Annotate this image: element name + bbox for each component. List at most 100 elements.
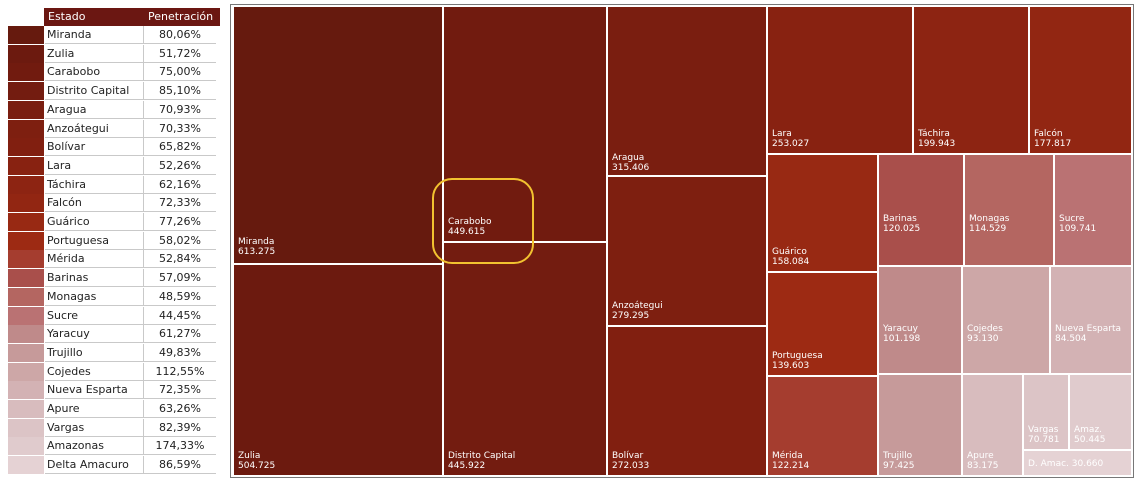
legend-row: Anzoátegui 70,33% <box>8 119 220 138</box>
treemap-tile: Miranda 613.275 <box>233 6 443 264</box>
tile-value: 50.445 <box>1074 435 1106 445</box>
legend-swatch <box>8 194 44 213</box>
treemap-tile: Portuguesa 139.603 <box>767 272 878 376</box>
treemap-tile: Lara 253.027 <box>767 6 913 154</box>
legend-row: Yaracuy 61,27% <box>8 325 220 344</box>
legend-penetration-value: 44,45% <box>144 307 216 325</box>
treemap-tile: Distrito Capital 445.922 <box>443 242 607 476</box>
tile-value: 84.504 <box>1055 334 1087 344</box>
legend-row: Portuguesa 58,02% <box>8 231 220 250</box>
legend-row: Cojedes 112,55% <box>8 362 220 381</box>
legend-penetration-value: 48,59% <box>144 288 216 306</box>
tile-label: Guárico <box>772 247 807 257</box>
legend-swatch <box>8 100 44 119</box>
legend-state-name: Miranda <box>45 26 144 44</box>
tile-label: D. Amac. 30.660 <box>1028 459 1104 469</box>
treemap-tile: Yaracuy 101.198 <box>878 266 962 374</box>
legend-state-name: Nueva Esparta <box>45 381 144 400</box>
legend-swatch <box>8 400 44 418</box>
legend-row: Barinas 57,09% <box>8 269 220 288</box>
legend-swatch <box>8 82 44 101</box>
tile-value: 199.943 <box>918 139 956 149</box>
legend-row: Sucre 44,45% <box>8 306 220 325</box>
legend-penetration-value: 75,00% <box>144 63 216 82</box>
legend-penetration-value: 58,02% <box>144 232 216 250</box>
legend-state-name: Sucre <box>45 306 144 325</box>
legend-row: Distrito Capital 85,10% <box>8 82 220 101</box>
legend-swatch <box>8 26 44 44</box>
legend-penetration-value: 72,33% <box>144 194 216 213</box>
legend-penetration-value: 49,83% <box>144 344 216 362</box>
legend-row: Guárico 77,26% <box>8 213 220 231</box>
legend-penetration-value: 70,33% <box>144 120 216 138</box>
treemap-tile: Anzoátegui 279.295 <box>607 176 767 326</box>
legend-swatch <box>8 343 44 362</box>
legend-penetration-value: 70,93% <box>144 101 216 119</box>
treemap-tile: Monagas 114.529 <box>964 154 1054 266</box>
treemap-tile: Vargas 70.781 <box>1023 374 1069 450</box>
tile-label: Trujillo <box>883 451 913 461</box>
tile-label: Portuguesa <box>772 351 823 361</box>
legend-swatch <box>8 269 44 288</box>
legend-state-name: Vargas <box>45 418 144 437</box>
legend-swatch <box>8 138 44 157</box>
legend-header-state: Estado <box>48 10 86 23</box>
legend-swatch <box>8 175 44 194</box>
tile-label: Apure <box>967 451 994 461</box>
legend-penetration-value: 57,09% <box>144 269 216 288</box>
legend-state-name: Portuguesa <box>45 231 144 250</box>
legend-swatch <box>8 231 44 250</box>
legend-swatch <box>8 362 44 381</box>
legend-penetration-value: 52,84% <box>144 250 216 269</box>
legend-header: Estado Penetración <box>8 8 220 26</box>
legend-row: Vargas 82,39% <box>8 418 220 437</box>
legend-penetration-value: 174,33% <box>144 437 216 456</box>
legend-penetration-value: 85,10% <box>144 82 216 101</box>
legend-state-name: Guárico <box>45 213 144 231</box>
legend-state-name: Trujillo <box>45 343 144 362</box>
legend-state-name: Bolívar <box>45 138 144 157</box>
treemap-tile: Apure 83.175 <box>962 374 1023 476</box>
treemap-tile: Cojedes 93.130 <box>962 266 1050 374</box>
legend-row: Monagas 48,59% <box>8 287 220 306</box>
legend-row: Miranda 80,06% <box>8 26 220 44</box>
tile-value: 613.275 <box>238 247 276 257</box>
legend-swatch <box>8 306 44 325</box>
legend-swatch <box>8 119 44 138</box>
legend-penetration-value: 62,16% <box>144 176 216 194</box>
legend-penetration-value: 112,55% <box>144 363 216 381</box>
tile-label: Aragua <box>612 153 645 163</box>
legend-swatch <box>8 325 44 344</box>
treemap-tile: Sucre 109.741 <box>1054 154 1132 266</box>
tile-value: 101.198 <box>883 334 921 344</box>
tile-label: Falcón <box>1034 129 1063 139</box>
tile-label: Nueva Esparta <box>1055 324 1122 334</box>
tile-value: 445.922 <box>448 461 486 471</box>
tile-value: 279.295 <box>612 311 650 321</box>
legend-state-name: Monagas <box>45 287 144 306</box>
tile-label: Barinas <box>883 214 917 224</box>
legend-row: Táchira 62,16% <box>8 175 220 194</box>
tile-label: Cojedes <box>967 324 1003 334</box>
legend-state-name: Cojedes <box>45 362 144 381</box>
legend-state-name: Yaracuy <box>45 325 144 344</box>
legend-state-name: Falcón <box>45 194 144 213</box>
tile-label: Carabobo <box>448 217 492 227</box>
tile-label: Lara <box>772 129 792 139</box>
legend-row: Nueva Esparta 72,35% <box>8 381 220 400</box>
tile-label: Táchira <box>918 129 950 139</box>
legend-swatch <box>8 156 44 175</box>
legend-penetration-value: 61,27% <box>144 325 216 344</box>
tile-value: 97.425 <box>883 461 915 471</box>
legend-header-penetration: Penetración <box>148 10 214 23</box>
tile-label: Distrito Capital <box>448 451 516 461</box>
treemap-tile: Nueva Esparta 84.504 <box>1050 266 1132 374</box>
tile-label: Vargas <box>1028 425 1059 435</box>
tile-value: 177.817 <box>1034 139 1072 149</box>
legend-state-name: Carabobo <box>45 63 144 82</box>
treemap-tile: Amaz. 50.445 <box>1069 374 1132 450</box>
legend-row: Trujillo 49,83% <box>8 343 220 362</box>
legend-row: Carabobo 75,00% <box>8 63 220 82</box>
legend-state-name: Amazonas <box>45 437 144 456</box>
legend-swatch <box>8 437 44 456</box>
